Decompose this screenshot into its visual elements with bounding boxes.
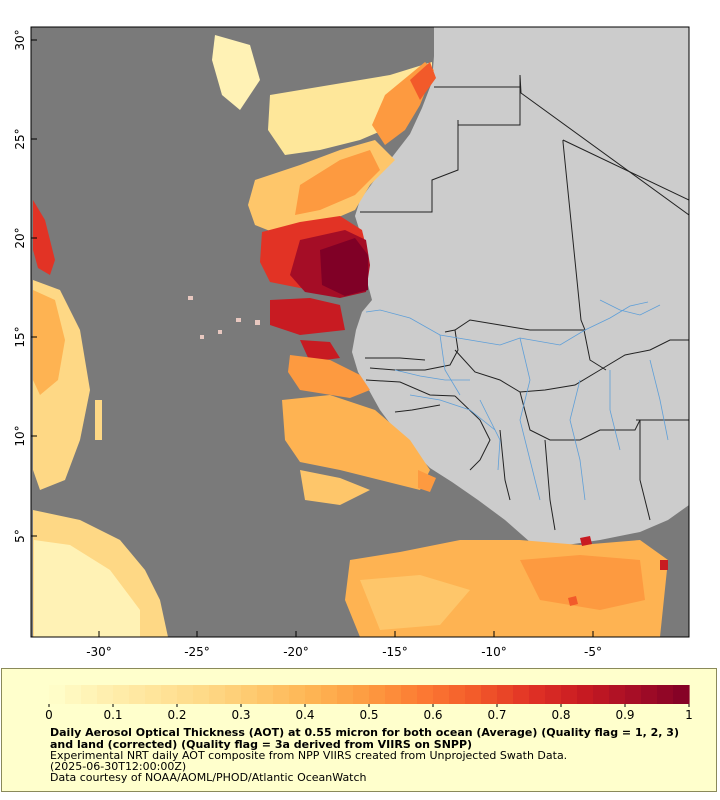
- colorbar-swatch: [145, 685, 162, 704]
- lon-tick-label: -15°: [382, 645, 408, 659]
- legend-title: Daily Aerosol Optical Thickness (AOT) at…: [50, 726, 679, 751]
- africa-land: [352, 27, 689, 546]
- colorbar-tick-label: 0.8: [551, 708, 570, 722]
- colorbar-swatch: [97, 685, 114, 704]
- lat-tick-label: 20°: [13, 227, 27, 248]
- lat-tick-label: 30°: [13, 29, 27, 50]
- colorbar-swatch: [321, 685, 338, 704]
- colorbar-swatch: [417, 685, 434, 704]
- legend-credit: Data courtesy of NOAA/AOML/PHOD/Atlantic…: [50, 771, 367, 784]
- colorbar-swatch: [561, 685, 578, 704]
- colorbar-swatch: [65, 685, 82, 704]
- colorbar-swatches: [48, 685, 690, 707]
- aot-specks: [188, 296, 260, 339]
- colorbar-swatch: [529, 685, 546, 704]
- tick-marks: [31, 39, 594, 637]
- colorbar-tick-label: 0.5: [359, 708, 378, 722]
- country-borders: [360, 74, 689, 531]
- rivers: [365, 299, 669, 501]
- colorbar-swatch: [481, 685, 498, 704]
- colorbar-swatch: [129, 685, 146, 704]
- colorbar-swatch: [305, 685, 322, 704]
- colorbar-swatch: [369, 685, 386, 704]
- colorbar-swatch: [241, 685, 258, 704]
- legend-date: (2025-06-30T12:00:00Z): [50, 760, 187, 773]
- aot-map: 30° 25° 20° 15° 10° 5° -30° -25° -20° -1…: [13, 26, 690, 659]
- colorbar-swatch: [273, 685, 290, 704]
- colorbar-swatch: [513, 685, 530, 704]
- colorbar-swatch: [385, 685, 402, 704]
- colorbar-tick-label: 0.9: [615, 708, 634, 722]
- colorbar-swatch: [673, 685, 690, 704]
- colorbar-swatch: [593, 685, 610, 704]
- colorbar-swatch: [177, 685, 194, 704]
- colorbar-tick-label: 0.4: [295, 708, 314, 722]
- colorbar-swatch: [209, 685, 226, 704]
- lat-tick-label: 15°: [13, 326, 27, 347]
- colorbar-tick-label: 0.6: [423, 708, 442, 722]
- colorbar-swatch: [193, 685, 210, 704]
- colorbar-swatch: [449, 685, 466, 704]
- colorbar-tick-label: 0: [45, 708, 53, 722]
- colorbar-swatch: [49, 685, 66, 704]
- colorbar-labels: 0 0.1 0.2 0.3 0.4 0.5 0.6 0.7 0.8 0.9 1: [45, 708, 693, 722]
- colorbar-swatch: [225, 685, 242, 704]
- colorbar-swatch: [577, 685, 594, 704]
- lat-tick-label: 25°: [13, 128, 27, 149]
- colorbar-tick-label: 0.2: [167, 708, 186, 722]
- colorbar-swatch: [113, 685, 130, 704]
- colorbar: 0 0.1 0.2 0.3 0.4 0.5 0.6 0.7 0.8 0.9 1: [45, 685, 693, 722]
- colorbar-swatch: [609, 685, 626, 704]
- lon-tick-label: -25°: [184, 645, 210, 659]
- colorbar-swatch: [657, 685, 674, 704]
- colorbar-swatch: [257, 685, 274, 704]
- colorbar-swatch: [545, 685, 562, 704]
- lon-tick-label: -10°: [481, 645, 507, 659]
- colorbar-swatch: [401, 685, 418, 704]
- lat-tick-label: 10°: [13, 425, 27, 446]
- colorbar-swatch: [289, 685, 306, 704]
- colorbar-tick-label: 0.1: [103, 708, 122, 722]
- plot-frame: [30, 26, 690, 638]
- colorbar-swatch: [433, 685, 450, 704]
- colorbar-swatch: [465, 685, 482, 704]
- colorbar-swatch: [337, 685, 354, 704]
- island: [484, 38, 508, 58]
- colorbar-swatch: [161, 685, 178, 704]
- aot-plumes: [33, 35, 668, 637]
- colorbar-swatch: [353, 685, 370, 704]
- lon-tick-label: -5°: [584, 645, 602, 659]
- colorbar-swatch: [641, 685, 658, 704]
- lon-tick-label: -30°: [86, 645, 112, 659]
- lon-tick-label: -20°: [283, 645, 309, 659]
- legend-description: Experimental NRT daily AOT composite fro…: [50, 749, 568, 762]
- colorbar-tick-label: 0.3: [231, 708, 250, 722]
- colorbar-tick-label: 0.7: [487, 708, 506, 722]
- colorbar-swatch: [497, 685, 514, 704]
- colorbar-tick-label: 1: [685, 708, 693, 722]
- colorbar-swatch: [625, 685, 642, 704]
- colorbar-swatch: [81, 685, 98, 704]
- legend-panel: 0 0.1 0.2 0.3 0.4 0.5 0.6 0.7 0.8 0.9 1 …: [1, 668, 717, 792]
- lat-tick-label: 5°: [13, 529, 27, 543]
